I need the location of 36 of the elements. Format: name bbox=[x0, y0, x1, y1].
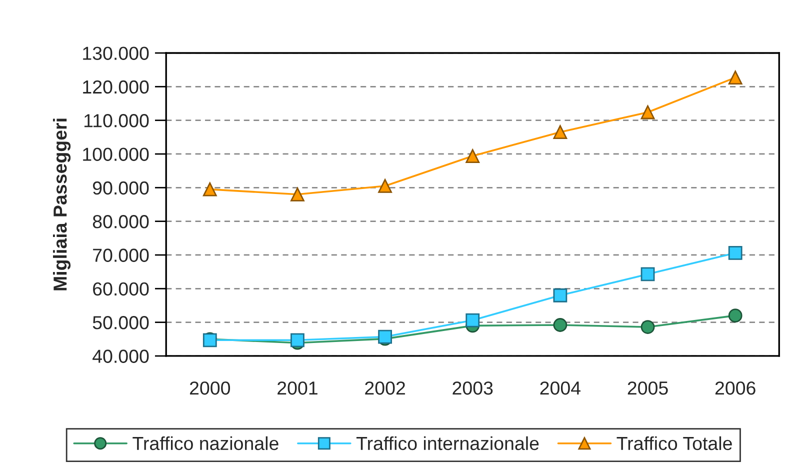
y-tick-label: 110.000 bbox=[84, 114, 149, 128]
y-tick-label: 40.000 bbox=[92, 350, 149, 363]
x-tick-label: 2003 bbox=[452, 381, 493, 395]
point bbox=[290, 187, 304, 202]
point bbox=[728, 246, 742, 260]
legend-label: Traffico internazionale bbox=[356, 436, 539, 450]
point bbox=[553, 125, 568, 140]
x-tick-label: 2000 bbox=[190, 381, 230, 395]
y-tick-label: 70.000 bbox=[93, 248, 149, 262]
legend-label: Traffico nazionale bbox=[132, 436, 278, 450]
point bbox=[553, 318, 568, 332]
point bbox=[290, 333, 304, 348]
point bbox=[640, 267, 655, 282]
x-tick-label: 2001 bbox=[278, 381, 318, 395]
y-tick-label: 50.000 bbox=[92, 316, 149, 330]
y-tick-label: 130.000 bbox=[83, 46, 149, 60]
point bbox=[202, 182, 217, 196]
point bbox=[640, 105, 655, 120]
point bbox=[728, 308, 742, 323]
point bbox=[640, 320, 655, 334]
point bbox=[466, 313, 480, 328]
x-tick-label: 2004 bbox=[540, 381, 581, 395]
point bbox=[553, 288, 568, 302]
y-tick-label: 100.000 bbox=[83, 148, 149, 161]
legend-label: Traffico Totale bbox=[616, 436, 732, 450]
y-tick-label: 60.000 bbox=[93, 282, 149, 296]
y-tick-label: 80.000 bbox=[92, 215, 149, 228]
x-tick-label: 2005 bbox=[628, 381, 668, 395]
point bbox=[728, 70, 742, 85]
point bbox=[378, 179, 392, 193]
y-tick-label: 90.000 bbox=[92, 181, 149, 195]
y-axis-title: Migliaia Passeggeri bbox=[53, 118, 71, 290]
point bbox=[466, 149, 480, 163]
x-tick-label: 2006 bbox=[715, 381, 756, 395]
x-tick-label: 2002 bbox=[365, 381, 405, 395]
y-tick-label: 120.000 bbox=[83, 80, 149, 94]
